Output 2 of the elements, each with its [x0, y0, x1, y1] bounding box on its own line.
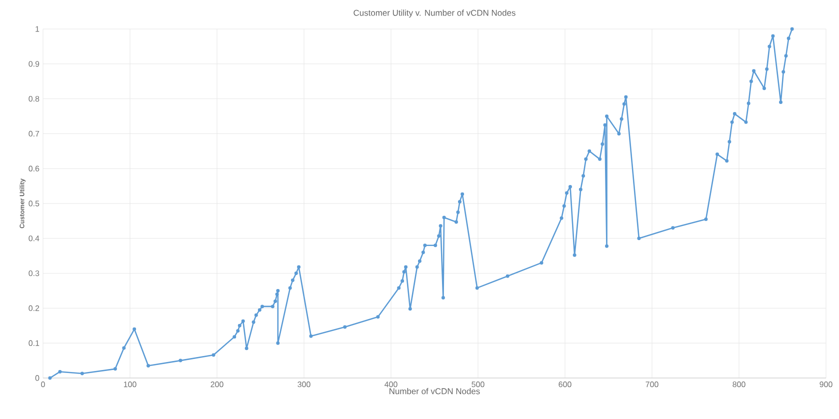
x-axis-title: Number of vCDN Nodes: [390, 388, 480, 394]
chart-title: Customer Utility v. Number of vCDN Nodes: [354, 10, 516, 18]
